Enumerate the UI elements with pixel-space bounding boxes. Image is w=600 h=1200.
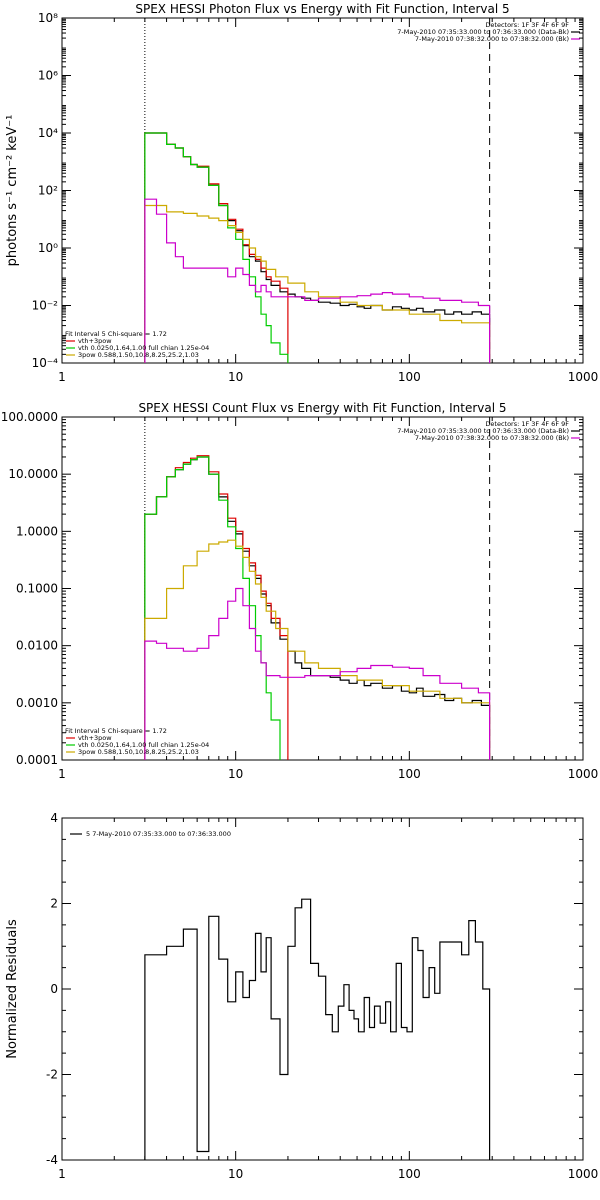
y-tick-label: 2 xyxy=(50,897,58,911)
y-tick-label: 10⁻⁴ xyxy=(32,356,59,370)
x-tick-label: 1 xyxy=(58,767,66,781)
y-tick-label: 10.0000 xyxy=(8,467,58,481)
legend-top-right-text: Detectors: 1F 3F 4F 6F 9F xyxy=(485,21,569,29)
y-tick-label: -4 xyxy=(46,1153,58,1167)
y-tick-label: 0.0001 xyxy=(16,753,58,767)
y-tick-label: 10² xyxy=(38,184,58,198)
y-tick-label: 10⁶ xyxy=(38,69,58,83)
plot-frame xyxy=(61,416,584,761)
chart-title: SPEX HESSI Count Flux vs Energy with Fit… xyxy=(138,401,506,415)
count-flux-panel: SPEX HESSI Count Flux vs Energy with Fit… xyxy=(1,401,599,781)
x-tick-label: 10 xyxy=(228,1167,243,1181)
legend-bottom-left-text: 3pow 0.588,1.50,10.8,8.25,25.2,1.03 xyxy=(78,351,199,359)
y-tick-label: 4 xyxy=(50,811,58,825)
x-tick-label: 1000 xyxy=(568,1167,599,1181)
x-tick-label: 1000 xyxy=(568,370,599,384)
photon-flux-panel: SPEX HESSI Photon Flux vs Energy with Fi… xyxy=(5,2,598,384)
y-tick-label: 10⁰ xyxy=(38,241,58,255)
residuals-panel: Normalized Residuals 1 10 100 1000 -4 -2 0 2 4 5 7… xyxy=(5,811,598,1181)
series-line-1 xyxy=(144,132,289,363)
series-group xyxy=(144,132,491,363)
legend-top-left-text: 5 7-May-2010 07:35:33.000 to 07:36:33.00… xyxy=(86,830,231,838)
y-tick-label: 100.0000 xyxy=(1,410,58,424)
y-tick-label: 10⁸ xyxy=(38,11,58,25)
series-line-3 xyxy=(144,204,491,363)
series-line-2 xyxy=(144,456,281,760)
x-tick-label: 1 xyxy=(58,1167,66,1181)
legend-bottom-left-text: vth 0.0250,1.64,1.00 full chian 1.25e-04 xyxy=(78,344,209,352)
series-line-0 xyxy=(144,456,491,760)
plot-frame xyxy=(61,17,584,364)
series-group xyxy=(144,898,491,1160)
legend-top-right-text: 7-May-2010 07:38:32.000 to 07:38:32.000 … xyxy=(415,35,569,43)
legend-bottom-left-text: Fit Interval 5 Chi-square = 1.72 xyxy=(65,727,167,735)
legend-bottom-left-text: vth+3pow xyxy=(78,734,112,742)
series-line-4 xyxy=(144,587,491,760)
legend-bottom-left-text: Fit Interval 5 Chi-square = 1.72 xyxy=(65,330,167,338)
y-tick-label: 1.0000 xyxy=(16,524,58,538)
y-tick-label: 0.0010 xyxy=(16,696,58,710)
chart-title: SPEX HESSI Photon Flux vs Energy with Fi… xyxy=(135,2,509,16)
plot-frame xyxy=(61,817,584,1161)
legend-top-right-text: Detectors: 1F 3F 4F 6F 9F xyxy=(485,420,569,428)
legend-bottom-left-text: vth+3pow xyxy=(78,337,112,345)
legend-top-right-text: 7-May-2010 07:35:33.000 to 07:36:33.000 … xyxy=(397,28,569,36)
x-tick-label: 100 xyxy=(398,370,421,384)
y-tick-label: -2 xyxy=(46,1068,58,1082)
y-tick-label: 10⁴ xyxy=(38,126,58,140)
y-tick-label: 0.0100 xyxy=(16,639,58,653)
y-axis-label: Normalized Residuals xyxy=(5,919,20,1059)
legend-bottom-left-text: vth 0.0250,1.64,1.00 full chian 1.25e-04 xyxy=(78,741,209,749)
series-group xyxy=(144,455,491,760)
x-tick-label: 10 xyxy=(228,370,243,384)
legend-bottom-left-text: 3pow 0.588,1.50,10.8,8.25,25.2,1.03 xyxy=(78,748,199,756)
legend-top-right-text: 7-May-2010 07:35:33.000 to 07:36:33.000 … xyxy=(397,427,569,435)
x-tick-label: 1 xyxy=(58,370,66,384)
y-axis-label: photons s⁻¹ cm⁻² keV⁻¹ xyxy=(5,115,20,267)
series-line-0 xyxy=(144,898,491,1160)
series-line-4 xyxy=(144,198,491,363)
x-tick-label: 1000 xyxy=(568,767,599,781)
x-tick-label: 100 xyxy=(398,767,421,781)
series-line-2 xyxy=(144,132,289,363)
series-line-3 xyxy=(144,539,491,760)
y-tick-label: 0.1000 xyxy=(16,582,58,596)
y-tick-label: 0 xyxy=(50,982,58,996)
x-tick-label: 100 xyxy=(398,1167,421,1181)
x-tick-label: 10 xyxy=(228,767,243,781)
legend-top-right-text: 7-May-2010 07:38:32.000 to 07:38:32.000 … xyxy=(415,434,569,442)
y-tick-label: 10⁻² xyxy=(32,299,59,313)
